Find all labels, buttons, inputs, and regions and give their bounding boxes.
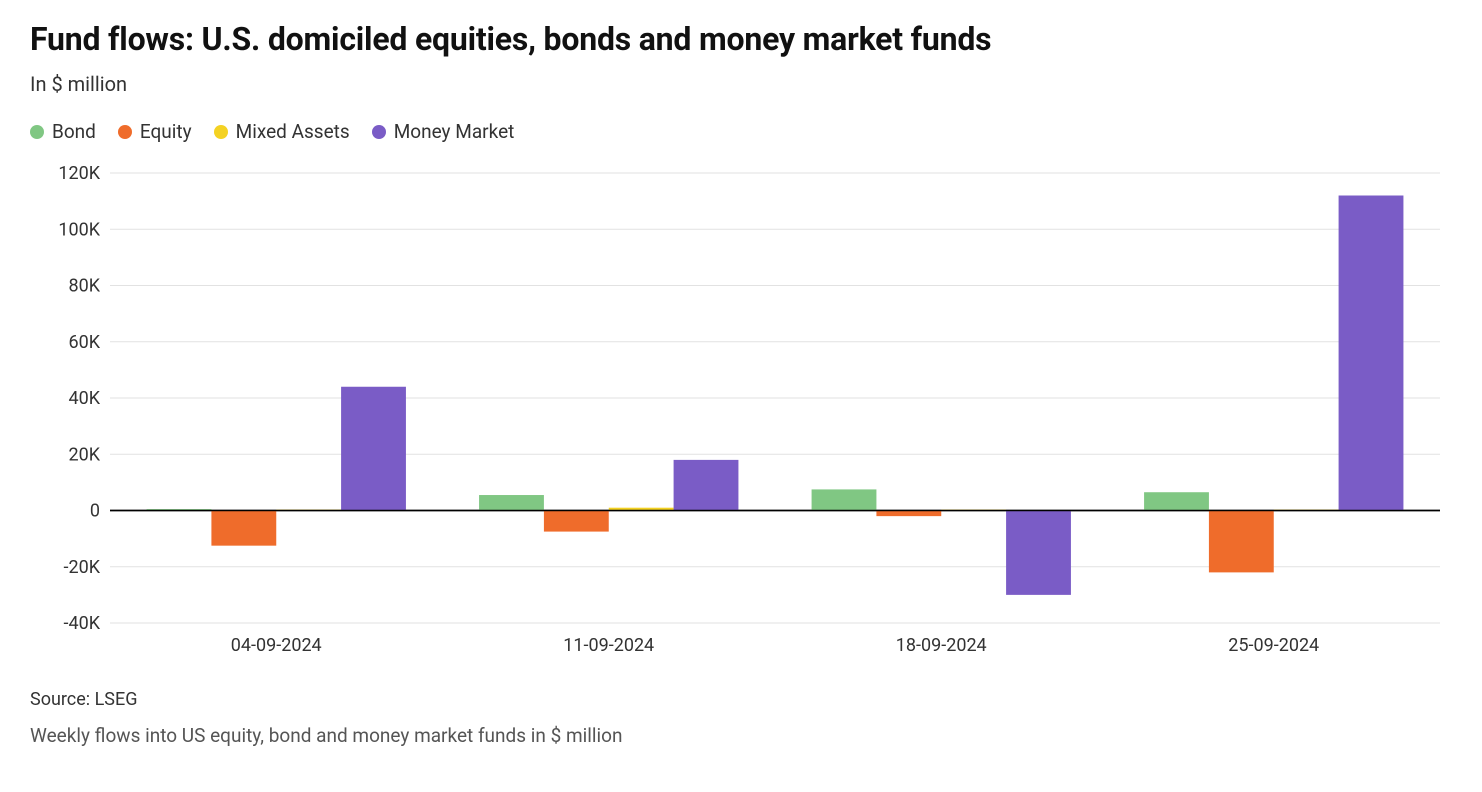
legend-swatch xyxy=(118,125,132,139)
y-tick-label: 40K xyxy=(68,388,100,409)
bar[interactable] xyxy=(1144,492,1209,510)
bar[interactable] xyxy=(876,511,941,517)
bar[interactable] xyxy=(1339,196,1404,511)
chart-subtitle: In $ million xyxy=(30,72,1452,96)
legend-label: Equity xyxy=(140,120,192,143)
legend-label: Mixed Assets xyxy=(236,120,350,143)
legend-item[interactable]: Mixed Assets xyxy=(214,120,350,143)
y-tick-label: -20K xyxy=(63,557,100,578)
chart-source: Source: LSEG xyxy=(30,689,1452,710)
bar[interactable] xyxy=(1006,511,1071,595)
legend-item[interactable]: Money Market xyxy=(372,120,515,143)
legend-swatch xyxy=(30,125,44,139)
x-tick-label: 18-09-2024 xyxy=(896,635,987,656)
y-tick-label: 120K xyxy=(58,163,100,184)
y-tick-label: 80K xyxy=(68,276,100,297)
bar[interactable] xyxy=(211,511,276,546)
y-tick-label: 20K xyxy=(68,444,100,465)
y-tick-label: -40K xyxy=(63,613,100,634)
bar[interactable] xyxy=(479,495,544,510)
bar[interactable] xyxy=(341,387,406,511)
legend-label: Bond xyxy=(52,120,96,143)
x-tick-label: 25-09-2024 xyxy=(1228,635,1319,656)
x-tick-label: 11-09-2024 xyxy=(563,635,654,656)
bar[interactable] xyxy=(1209,511,1274,573)
legend-item[interactable]: Bond xyxy=(30,120,96,143)
x-tick-label: 04-09-2024 xyxy=(231,635,322,656)
chart-plot-area: -40K -20K 0 20K 40K 60K 80K 100K 120K 04-09-2024 1… xyxy=(30,163,1452,667)
y-tick-label: 60K xyxy=(68,332,100,353)
y-tick-label: 0 xyxy=(90,501,100,522)
bar[interactable] xyxy=(674,460,739,511)
legend-item[interactable]: Equity xyxy=(118,120,192,143)
legend-swatch xyxy=(372,125,386,139)
legend-swatch xyxy=(214,125,228,139)
bar[interactable] xyxy=(812,489,877,510)
legend-label: Money Market xyxy=(394,120,515,143)
chart-legend: Bond Equity Mixed Assets Money Market xyxy=(30,120,1452,143)
y-tick-label: 100K xyxy=(58,219,100,240)
bar-chart-svg: -40K -20K 0 20K 40K 60K 80K 100K 120K 04-09-2024 1… xyxy=(30,163,1450,663)
chart-title: Fund flows: U.S. domiciled equities, bon… xyxy=(30,20,1452,58)
chart-footnote: Weekly flows into US equity, bond and mo… xyxy=(30,724,1452,747)
bar[interactable] xyxy=(544,511,609,532)
